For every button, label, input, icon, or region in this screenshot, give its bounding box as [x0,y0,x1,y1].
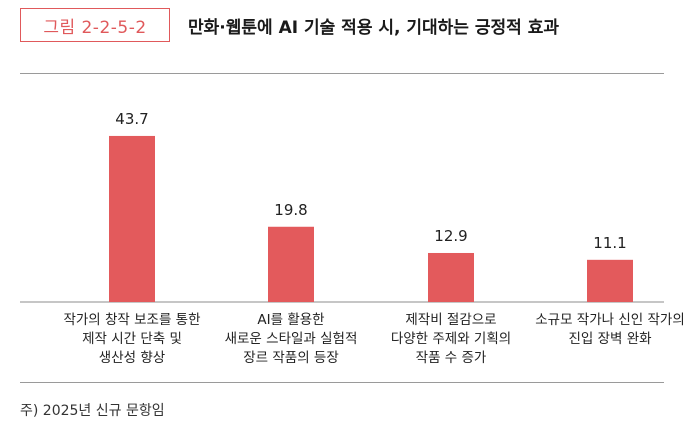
bar-4 [587,259,633,302]
category-label-2: AI를 활용한 새로운 스타일과 실험적 장르 작품의 등장 [225,312,358,366]
value-label-group: 43.7 19.8 12.9 11.1 [115,110,626,252]
bar-1 [109,135,155,302]
bar-3 [428,252,474,302]
value-label-2: 19.8 [274,201,307,219]
figure-number-badge: 그림 2-2-5-2 [20,8,170,42]
category-label-4: 소규모 작가나 신인 작가의 진입 장벽 완화 [535,312,685,347]
bar-group [109,135,633,302]
value-label-3: 12.9 [434,227,467,245]
category-label-3: 제작비 절감으로 다양한 주제와 기획의 작품 수 증가 [391,312,511,366]
footnote: 주) 2025년 신규 문항임 [20,403,165,419]
value-label-1: 43.7 [115,110,148,128]
bar-2 [268,226,314,302]
chart-title: 만화·웹툰에 AI 기술 적용 시, 기대하는 긍정적 효과 [188,17,559,38]
figure-header: 그림 2-2-5-2 만화·웹툰에 AI 기술 적용 시, 기대하는 긍정적 효… [20,7,559,43]
footer-divider [20,382,664,383]
category-label-1: 작가의 창작 보조를 통한 제작 시간 단축 및 생산성 향상 [63,312,200,366]
category-label-group: 작가의 창작 보조를 통한 제작 시간 단축 및 생산성 향상 AI를 활용한 새로운 … [63,312,684,366]
value-label-4: 11.1 [593,234,626,252]
header-divider [20,73,664,74]
